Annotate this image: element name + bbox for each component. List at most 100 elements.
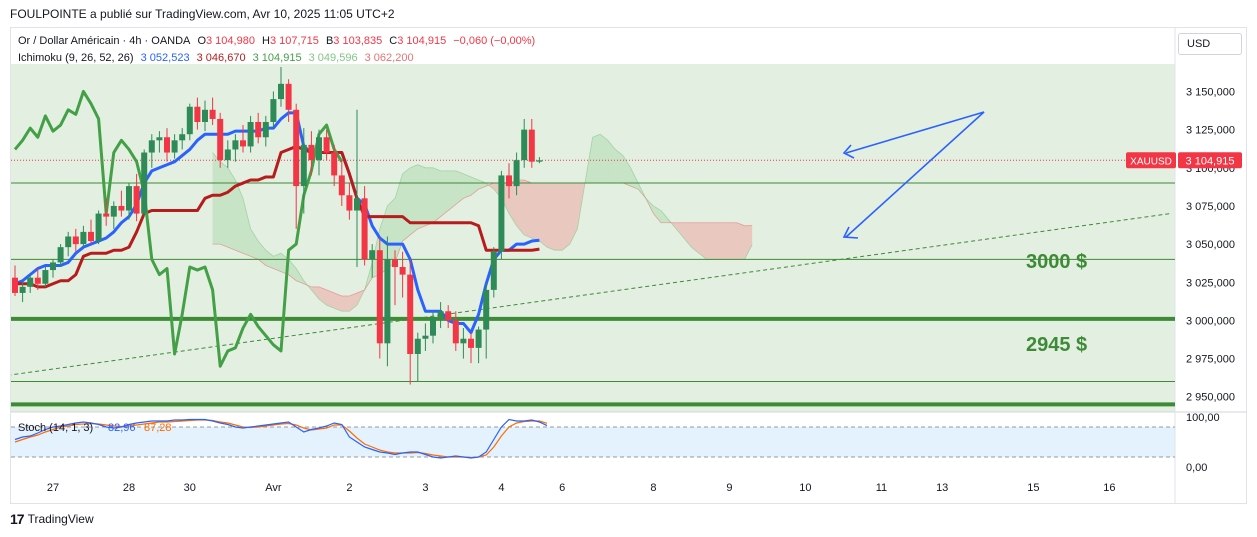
candle[interactable] bbox=[338, 160, 345, 206]
candle[interactable] bbox=[490, 247, 497, 298]
candle[interactable] bbox=[126, 183, 132, 220]
candle[interactable] bbox=[346, 183, 353, 220]
tradingview-footer[interactable]: 17 TradingView bbox=[10, 511, 94, 527]
candle[interactable] bbox=[422, 323, 429, 351]
cloud-segment bbox=[341, 296, 350, 312]
candle[interactable] bbox=[437, 302, 444, 329]
candle-body bbox=[95, 213, 102, 242]
candle[interactable] bbox=[475, 326, 482, 364]
candle[interactable] bbox=[148, 134, 155, 168]
candle-body bbox=[354, 198, 360, 211]
candle[interactable] bbox=[384, 236, 391, 367]
candle[interactable] bbox=[72, 228, 79, 252]
candle[interactable] bbox=[376, 238, 383, 359]
candle-body bbox=[50, 262, 56, 271]
series-senkou-b bbox=[212, 179, 753, 297]
candle[interactable] bbox=[361, 186, 368, 266]
candle[interactable] bbox=[460, 328, 467, 359]
candle[interactable] bbox=[536, 157, 543, 164]
candle[interactable] bbox=[164, 128, 170, 162]
low-label: B bbox=[325, 35, 334, 47]
candle-body bbox=[232, 140, 239, 150]
candle[interactable] bbox=[133, 173, 140, 222]
candle[interactable] bbox=[202, 100, 208, 132]
candle[interactable] bbox=[103, 198, 110, 226]
stoch-k-line[interactable] bbox=[14, 418, 548, 459]
candle[interactable] bbox=[513, 152, 520, 196]
candle[interactable] bbox=[179, 128, 186, 150]
candle-body bbox=[300, 144, 307, 187]
candle[interactable] bbox=[498, 170, 505, 260]
candle-body bbox=[164, 137, 170, 153]
candle[interactable] bbox=[331, 144, 338, 187]
cloud-segment bbox=[463, 173, 471, 199]
candle[interactable] bbox=[12, 265, 18, 296]
candle[interactable] bbox=[118, 190, 125, 217]
candle[interactable] bbox=[95, 210, 102, 245]
candle[interactable] bbox=[262, 115, 269, 147]
candle[interactable] bbox=[414, 332, 421, 382]
candle[interactable] bbox=[194, 97, 201, 130]
candle[interactable] bbox=[521, 118, 528, 168]
candle[interactable] bbox=[247, 115, 254, 153]
candle[interactable] bbox=[506, 163, 512, 199]
series-kijun[interactable] bbox=[15, 144, 540, 289]
candle-body bbox=[103, 213, 110, 217]
ichimoku-chikou-value: 3 104,915 bbox=[252, 52, 302, 64]
candle[interactable] bbox=[528, 118, 535, 168]
open-value: 3 104,980 bbox=[206, 35, 255, 47]
candle[interactable] bbox=[171, 134, 178, 159]
candle[interactable] bbox=[110, 201, 117, 229]
candle[interactable] bbox=[255, 112, 262, 144]
drawn-arrow-lines[interactable] bbox=[845, 111, 985, 238]
candle[interactable] bbox=[232, 134, 239, 162]
price-tag-value: 3 104,915 bbox=[1186, 155, 1235, 167]
candle[interactable] bbox=[217, 112, 224, 168]
candle[interactable] bbox=[300, 128, 307, 214]
cloud-segment bbox=[714, 222, 722, 260]
candle-body bbox=[384, 259, 391, 344]
candle[interactable] bbox=[483, 282, 490, 359]
candle[interactable] bbox=[88, 219, 94, 245]
cloud-segment bbox=[699, 222, 707, 260]
candle[interactable] bbox=[240, 125, 246, 153]
candle[interactable] bbox=[399, 251, 406, 298]
stoch-d-line[interactable] bbox=[14, 419, 548, 459]
cloud-segment bbox=[296, 268, 304, 284]
candle[interactable] bbox=[19, 282, 26, 303]
candle[interactable] bbox=[293, 103, 300, 229]
candle[interactable] bbox=[57, 244, 64, 267]
candle[interactable] bbox=[156, 131, 163, 153]
series-tenkan[interactable] bbox=[14, 111, 540, 335]
candle[interactable] bbox=[80, 225, 87, 248]
candle-body bbox=[376, 250, 383, 344]
candle[interactable] bbox=[209, 97, 216, 126]
candle[interactable] bbox=[50, 259, 56, 278]
candle[interactable] bbox=[445, 305, 452, 329]
candle[interactable] bbox=[430, 311, 436, 344]
candle[interactable] bbox=[392, 250, 398, 306]
candle[interactable] bbox=[278, 67, 284, 107]
candle[interactable] bbox=[65, 231, 72, 257]
candle-body bbox=[34, 277, 41, 284]
candle-body bbox=[452, 320, 459, 344]
candle[interactable] bbox=[308, 131, 315, 176]
candle[interactable] bbox=[27, 274, 34, 293]
candle[interactable] bbox=[407, 259, 414, 385]
candle[interactable] bbox=[34, 268, 41, 290]
candle[interactable] bbox=[270, 91, 277, 129]
candle[interactable] bbox=[452, 311, 459, 351]
candle[interactable] bbox=[141, 149, 148, 217]
candle[interactable] bbox=[468, 332, 474, 364]
currency-button[interactable]: USD bbox=[1178, 33, 1242, 55]
candle[interactable] bbox=[186, 103, 193, 141]
candle[interactable] bbox=[224, 140, 231, 168]
candle[interactable] bbox=[354, 109, 360, 267]
candle[interactable] bbox=[42, 267, 49, 287]
candle[interactable] bbox=[369, 244, 376, 278]
candle[interactable] bbox=[316, 129, 322, 176]
candle[interactable] bbox=[323, 129, 330, 161]
candle[interactable] bbox=[285, 79, 292, 122]
series-chikou[interactable] bbox=[13, 89, 344, 368]
